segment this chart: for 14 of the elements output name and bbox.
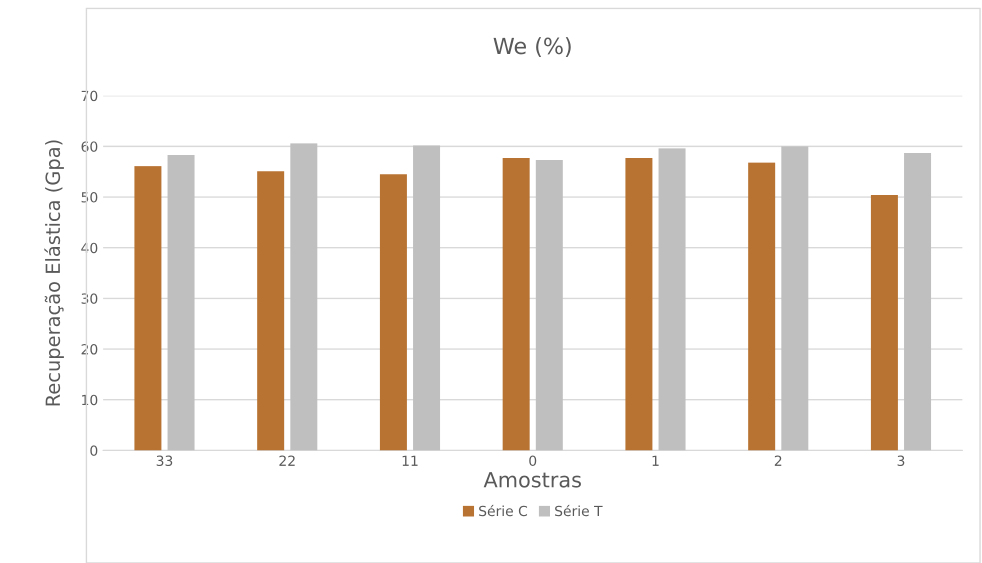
- y-tick-label: 0: [90, 445, 98, 456]
- x-tick-label: 2: [774, 456, 782, 466]
- y-axis-title: Recuperação Elástica (Gpa): [44, 140, 64, 406]
- x-tick-label: 22: [279, 456, 295, 466]
- x-axis-title: Amostras: [484, 472, 581, 488]
- chart-title: We (%): [494, 37, 571, 57]
- x-tick-label: 1: [652, 456, 659, 466]
- x-tick-label: 0: [529, 456, 536, 466]
- x-tick-label: 3: [898, 456, 904, 466]
- x-tick-label: 11: [402, 456, 418, 466]
- x-tick-label: 33: [156, 456, 172, 466]
- y-tick-label: 10: [82, 394, 98, 406]
- legend-label: Série T: [555, 504, 603, 516]
- legend-label: Série C: [479, 504, 528, 516]
